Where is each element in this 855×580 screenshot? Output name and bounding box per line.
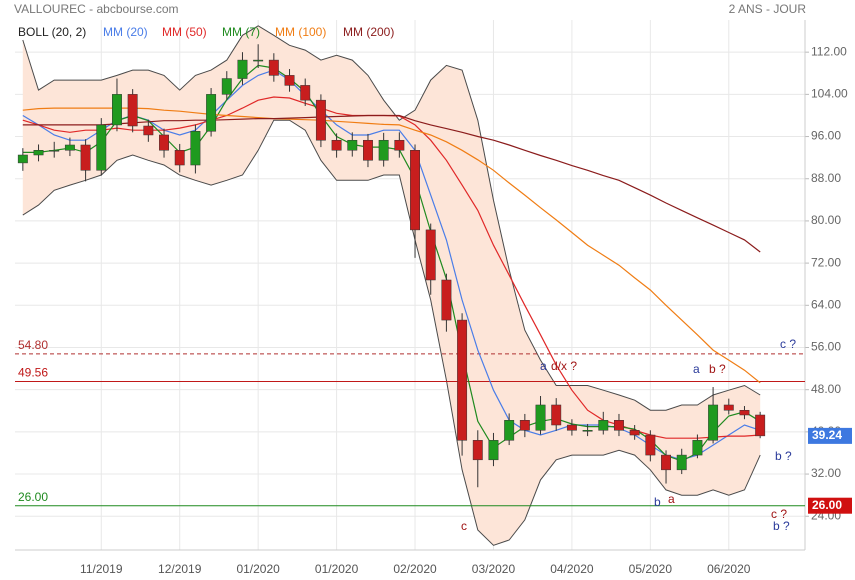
candle-body — [441, 279, 452, 321]
band-lower — [22, 119, 761, 546]
candle-body — [535, 404, 546, 431]
annotation: c ? — [771, 507, 787, 521]
chart-subtitle: 2 ANS - JOUR — [729, 2, 807, 16]
annotation: b — [654, 495, 661, 509]
last-price-box — [808, 427, 852, 444]
candle-body — [174, 150, 185, 166]
candle-body — [676, 454, 687, 471]
candle-body — [645, 434, 656, 456]
legend-label: MM (50) — [162, 25, 207, 39]
candle-body — [723, 404, 734, 411]
candle-body — [253, 59, 264, 62]
x-tick-label: 04/2020 — [550, 562, 594, 576]
candle-body — [347, 139, 358, 151]
candle-body — [488, 440, 499, 461]
x-tick-label: 01/2020 — [315, 562, 359, 576]
ma-line — [22, 107, 761, 384]
candle-body — [33, 150, 44, 156]
legend-label: MM (200) — [343, 25, 394, 39]
annotation: c — [461, 519, 467, 533]
x-tick-label: 05/2020 — [629, 562, 673, 576]
candle-body — [598, 420, 609, 431]
candle-body — [80, 144, 91, 171]
candle-body — [394, 139, 405, 151]
candle-body — [64, 144, 75, 151]
y-tick-label: 56.00 — [811, 340, 841, 354]
candle-body — [300, 85, 311, 101]
band-fill — [22, 25, 761, 546]
annotation: b ? — [709, 362, 726, 376]
x-tick-label: 11/2019 — [80, 562, 123, 576]
candle-body — [504, 420, 515, 441]
candle-body — [551, 404, 562, 426]
candle-body — [363, 139, 373, 161]
legend-label: MM (20) — [103, 25, 148, 39]
candle-body — [284, 75, 295, 86]
candle-body — [614, 420, 624, 431]
candle-body — [96, 124, 107, 171]
candle-body — [457, 319, 468, 441]
y-tick-label: 112.00 — [811, 44, 847, 58]
candle-body — [159, 134, 169, 151]
candle-body — [566, 424, 577, 431]
candle-body — [378, 139, 389, 161]
x-tick-label: 06/2020 — [707, 562, 751, 576]
candle-body — [206, 94, 217, 132]
level-box — [808, 497, 852, 514]
candle-body — [331, 139, 342, 151]
candle-body — [708, 404, 719, 441]
candle-body — [190, 131, 201, 166]
candle-body — [127, 94, 138, 127]
candle-body — [755, 414, 766, 437]
candle-body — [425, 229, 436, 281]
y-tick-label: 48.00 — [811, 382, 841, 396]
level-label: 49.56 — [18, 366, 48, 380]
y-tick-label: 96.00 — [811, 129, 841, 143]
legend-label: MM (7) — [222, 25, 260, 39]
candle-body — [519, 420, 530, 431]
annotation: a — [540, 359, 547, 373]
y-tick-label: 88.00 — [811, 171, 841, 185]
candle-body — [268, 59, 279, 76]
candle-body — [692, 440, 703, 456]
candle-body — [143, 125, 154, 136]
candle-body — [112, 94, 122, 126]
x-tick-label: 12/2019 — [158, 562, 202, 576]
annotation: b ? — [773, 519, 790, 533]
level-label: 26.00 — [18, 490, 48, 504]
candle-body — [629, 430, 640, 436]
y-tick-label: 64.00 — [811, 297, 841, 311]
legend-label: BOLL (20, 2) — [18, 25, 86, 39]
x-tick-label: 03/2020 — [472, 562, 516, 576]
last-price-label: 39.24 — [812, 428, 842, 442]
annotation: d/x ? — [551, 359, 577, 373]
candle-body — [472, 440, 483, 461]
ma-line — [22, 114, 761, 253]
annotation: b ? — [775, 449, 792, 463]
candle-body — [315, 99, 326, 141]
chart-title: VALLOUREC - abcbourse.com — [14, 2, 179, 16]
annotation: c ? — [780, 337, 796, 351]
level-box-label: 26.00 — [812, 498, 842, 512]
level-label: 54.80 — [18, 338, 48, 352]
candle-body — [582, 430, 593, 432]
candle-body — [739, 409, 750, 416]
annotation: a — [693, 362, 700, 376]
band-upper — [22, 25, 761, 411]
candle-body — [221, 78, 232, 95]
candle-body — [49, 150, 60, 152]
candle-body — [237, 59, 248, 79]
annotation: a — [668, 492, 675, 506]
y-tick-label: 72.00 — [811, 255, 841, 269]
y-tick-label: 32.00 — [811, 466, 841, 480]
x-tick-label: 02/2020 — [393, 562, 437, 576]
y-tick-label: 80.00 — [811, 213, 841, 227]
x-tick-label: 01/2020 — [236, 562, 280, 576]
candle-body — [661, 454, 671, 471]
candle-body — [17, 154, 28, 164]
y-tick-label: 104.00 — [811, 87, 848, 101]
legend-label: MM (100) — [275, 25, 326, 39]
candle-body — [410, 150, 420, 231]
